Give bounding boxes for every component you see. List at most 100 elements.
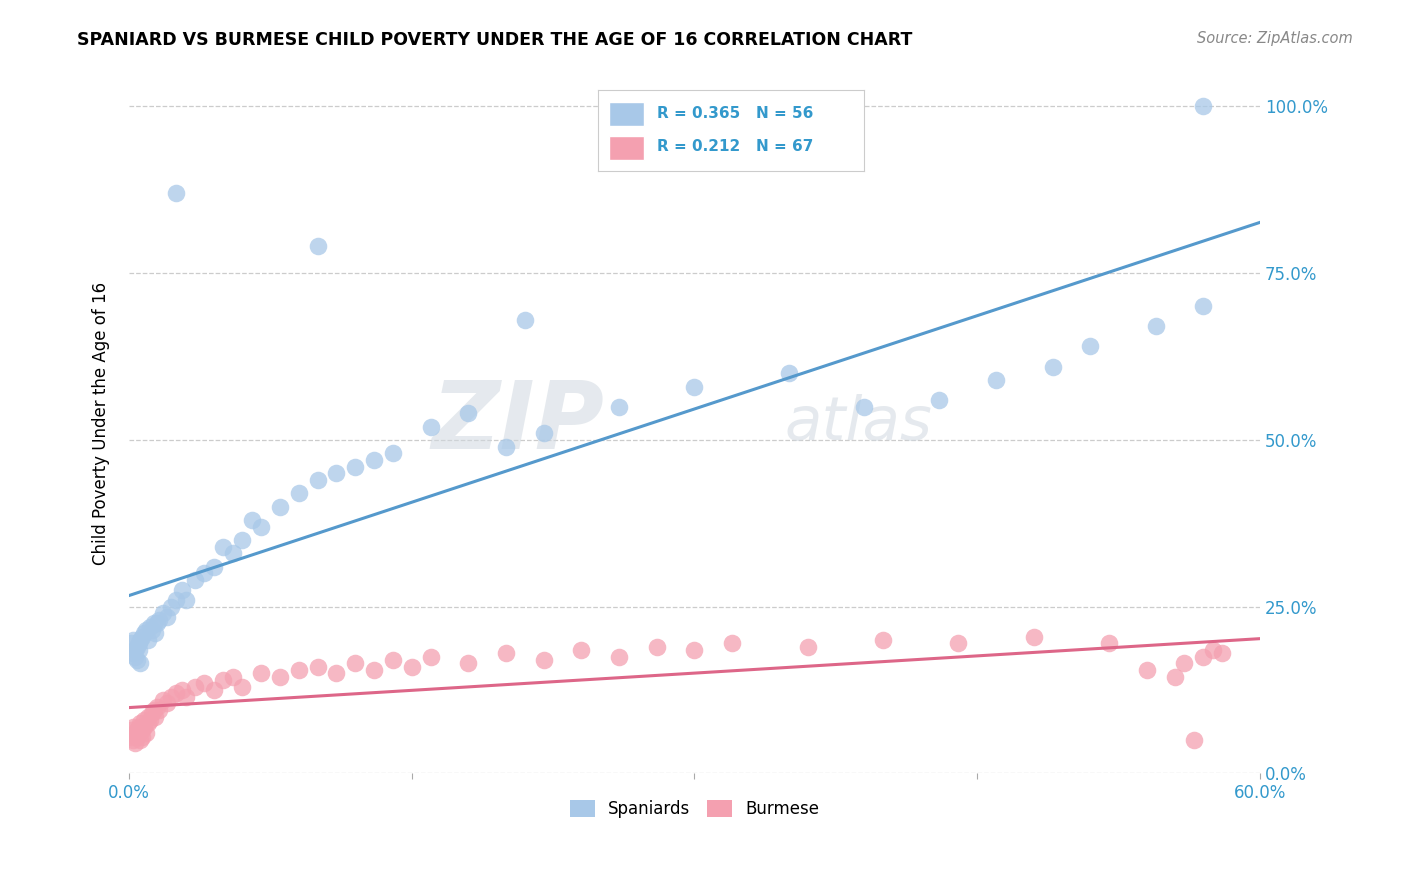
Point xyxy=(152,693,174,707)
Point xyxy=(129,657,152,671)
Point xyxy=(134,626,156,640)
Point xyxy=(231,533,253,547)
Point xyxy=(145,626,167,640)
Point xyxy=(250,519,273,533)
Point xyxy=(131,723,153,737)
Point xyxy=(170,683,193,698)
Point xyxy=(128,636,150,650)
Point xyxy=(984,373,1007,387)
Point xyxy=(184,680,207,694)
Point xyxy=(928,392,950,407)
Point xyxy=(128,726,150,740)
Text: Source: ZipAtlas.com: Source: ZipAtlas.com xyxy=(1197,31,1353,46)
Point xyxy=(778,366,800,380)
Point xyxy=(1173,657,1195,671)
Point xyxy=(721,636,744,650)
Point xyxy=(1042,359,1064,374)
Point xyxy=(1211,646,1233,660)
Point xyxy=(796,640,818,654)
Point xyxy=(269,500,291,514)
Point xyxy=(134,713,156,727)
Point xyxy=(1192,649,1215,664)
Point xyxy=(363,453,385,467)
Point xyxy=(202,559,225,574)
Point xyxy=(121,633,143,648)
Text: SPANIARD VS BURMESE CHILD POVERTY UNDER THE AGE OF 16 CORRELATION CHART: SPANIARD VS BURMESE CHILD POVERTY UNDER … xyxy=(77,31,912,49)
Point xyxy=(135,726,157,740)
Point xyxy=(142,703,165,717)
Point xyxy=(645,640,668,654)
Point xyxy=(1182,733,1205,747)
Point xyxy=(146,616,169,631)
Point xyxy=(131,730,153,744)
Point xyxy=(495,440,517,454)
Point xyxy=(495,646,517,660)
Point xyxy=(1164,670,1187,684)
Point xyxy=(148,703,170,717)
Point xyxy=(120,723,142,737)
Point xyxy=(129,716,152,731)
Point xyxy=(381,446,404,460)
Point xyxy=(128,720,150,734)
Point xyxy=(152,607,174,621)
Point xyxy=(125,723,148,737)
Point xyxy=(174,690,197,704)
Point xyxy=(165,686,187,700)
Point xyxy=(1192,300,1215,314)
Point xyxy=(533,426,555,441)
Point xyxy=(1202,643,1225,657)
Point xyxy=(325,467,347,481)
Point xyxy=(124,643,146,657)
Point xyxy=(307,473,329,487)
Point xyxy=(121,733,143,747)
Point xyxy=(212,673,235,687)
Point xyxy=(165,593,187,607)
Point xyxy=(136,710,159,724)
Point xyxy=(287,663,309,677)
Point xyxy=(129,733,152,747)
Point xyxy=(165,186,187,200)
Point xyxy=(148,613,170,627)
Point xyxy=(1078,339,1101,353)
Point xyxy=(231,680,253,694)
Point xyxy=(120,730,142,744)
Point xyxy=(872,633,894,648)
Point xyxy=(124,726,146,740)
Point xyxy=(513,313,536,327)
Point xyxy=(1144,319,1167,334)
Point xyxy=(121,720,143,734)
Point xyxy=(139,620,162,634)
Point xyxy=(141,706,163,721)
Point xyxy=(156,697,179,711)
Point xyxy=(250,666,273,681)
Point xyxy=(202,683,225,698)
Point xyxy=(125,640,148,654)
Point xyxy=(240,513,263,527)
Point xyxy=(1192,99,1215,113)
Point xyxy=(1022,630,1045,644)
Point xyxy=(124,649,146,664)
Point xyxy=(533,653,555,667)
Point xyxy=(607,649,630,664)
Point xyxy=(125,653,148,667)
Point xyxy=(145,710,167,724)
Point xyxy=(136,716,159,731)
Y-axis label: Child Poverty Under the Age of 16: Child Poverty Under the Age of 16 xyxy=(93,282,110,565)
Point xyxy=(139,713,162,727)
Text: atlas: atlas xyxy=(785,393,932,453)
Point xyxy=(419,419,441,434)
Point xyxy=(159,690,181,704)
Point xyxy=(287,486,309,500)
Point xyxy=(363,663,385,677)
Point xyxy=(344,459,367,474)
Point xyxy=(401,659,423,673)
Point xyxy=(193,566,215,581)
Point xyxy=(141,623,163,637)
Point xyxy=(174,593,197,607)
Point xyxy=(307,659,329,673)
Point xyxy=(222,670,245,684)
Point xyxy=(419,649,441,664)
Point xyxy=(325,666,347,681)
Point xyxy=(269,670,291,684)
Point xyxy=(344,657,367,671)
